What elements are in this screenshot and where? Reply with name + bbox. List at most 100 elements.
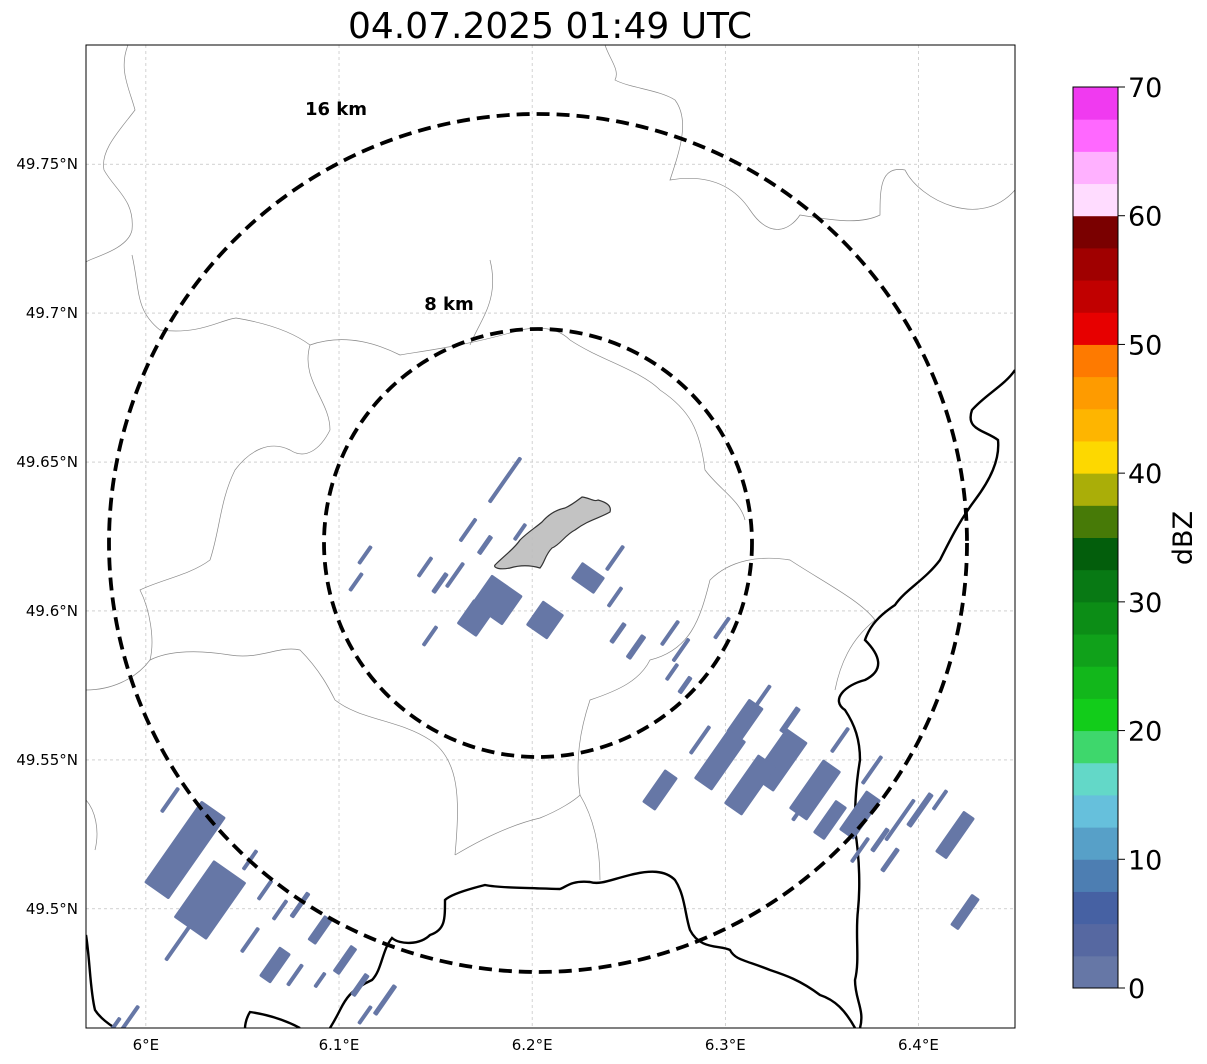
ring-label-8km: 8 km [424, 294, 474, 315]
echo-cell [626, 634, 646, 660]
colorbar-segment [1073, 666, 1118, 699]
echo-cell [257, 879, 273, 901]
echo-cell [950, 894, 980, 930]
map-area: 8 km 16 km 6°E 6.1°E 6.2°E 6.3°E 6.4°E 49.75… [16, 44, 1016, 1054]
colorbar-segment [1073, 537, 1118, 571]
echo-cell [791, 798, 809, 822]
colorbar-segment [1073, 569, 1118, 603]
colorbar-segment [1073, 601, 1118, 635]
echo-cell [164, 918, 196, 962]
colorbar-frame [1072, 86, 1119, 989]
boundary-line [569, 339, 746, 521]
echo-cell [488, 456, 522, 504]
boundary-line [577, 557, 876, 796]
range-ring-8km [322, 327, 754, 759]
lat-tick-label: 49.75°N [16, 155, 78, 173]
echo-cell [445, 562, 465, 588]
echo-cell [880, 847, 900, 873]
map-title: 04.07.2025 01:49 UTC [348, 6, 752, 47]
echo-cell [350, 973, 370, 997]
echo-cell [240, 927, 260, 953]
colorbar-segment [1073, 344, 1118, 378]
echo-cell [526, 600, 564, 640]
echo-cell [665, 663, 679, 681]
colorbar-segment [1073, 794, 1118, 828]
echo-cell [477, 535, 493, 555]
colorbar-segment [1073, 247, 1118, 281]
colorbar-segments [1073, 87, 1118, 989]
echo-cell [850, 837, 870, 863]
colorbar-segment [1073, 280, 1118, 313]
echo-cell [313, 972, 327, 988]
echo-cell [333, 945, 357, 975]
lon-tick-label: 6.1°E [319, 1036, 360, 1054]
echo-cell [357, 545, 373, 565]
echo-cell [870, 827, 890, 853]
echo-cell [813, 800, 847, 840]
echo-cell [839, 790, 881, 840]
colorbar-segment [1073, 505, 1118, 538]
echo-cell [748, 684, 772, 716]
lat-tick-label: 49.7°N [26, 304, 78, 322]
border-line-west [86, 934, 116, 1028]
echo-cell [642, 769, 678, 811]
echo-cell [713, 616, 731, 640]
lat-tick-label: 49.5°N [26, 900, 78, 918]
echo-cell [272, 899, 288, 921]
colorbar-segment [1073, 119, 1118, 152]
echo-cell [348, 572, 364, 592]
echo-cell [609, 622, 627, 644]
lon-tick-label: 6.2°E [512, 1036, 553, 1054]
boundary-line [131, 254, 571, 356]
map-frame [85, 44, 1016, 1029]
colorbar-tick-label: 60 [1128, 202, 1162, 233]
echo-cell [906, 792, 934, 828]
border-line-south [328, 870, 857, 1028]
echo-cell [289, 891, 311, 919]
colorbar-segment [1073, 827, 1118, 860]
echo-cell [932, 789, 948, 811]
border-line-south-west [243, 1010, 301, 1028]
echo-cell [307, 915, 333, 945]
echo-cell [571, 562, 605, 594]
echo-cell [513, 523, 527, 541]
colorbar-segment [1073, 376, 1118, 410]
longitude-tick-labels: 6°E 6.1°E 6.2°E 6.3°E 6.4°E [133, 1036, 939, 1054]
echo-cell [671, 637, 691, 663]
colorbar-segment [1073, 473, 1118, 506]
colorbar-segment [1073, 87, 1118, 120]
colorbar-tick-label: 40 [1128, 459, 1162, 490]
echo-cell [660, 620, 680, 646]
colorbar-segment [1073, 408, 1118, 442]
ring-label-16km: 16 km [305, 99, 367, 120]
highlight-area [494, 496, 611, 570]
boundary-line [86, 344, 331, 691]
echo-cell [160, 787, 180, 813]
boundary-line [604, 45, 1015, 230]
graticule [86, 45, 1015, 1028]
echo-cell [431, 572, 449, 594]
colorbar-tick-labels: 0 10 20 30 40 50 60 70 [1118, 73, 1162, 1005]
echo-cell [144, 801, 226, 899]
colorbar-segment [1073, 730, 1118, 764]
echo-cell [286, 963, 304, 987]
lat-tick-label: 49.65°N [16, 453, 78, 471]
echo-cell [884, 798, 916, 842]
colorbar-segment [1073, 312, 1118, 345]
boundary-line [86, 799, 98, 851]
boundary-line [454, 794, 601, 881]
colorbar-tick-label: 0 [1128, 974, 1145, 1005]
echo-cell [689, 725, 711, 755]
lon-tick-label: 6.3°E [705, 1036, 746, 1054]
colorbar: 0 10 20 30 40 50 60 70 dBZ [1072, 73, 1199, 1005]
echo-cell [120, 1005, 140, 1028]
lat-tick-label: 49.6°N [26, 602, 78, 620]
echo-cell [861, 755, 883, 785]
colorbar-tick-label: 70 [1128, 73, 1162, 104]
echo-cell [373, 984, 397, 1016]
echo-cell [677, 675, 693, 695]
colorbar-segment [1073, 151, 1118, 185]
echo-cell [724, 754, 776, 816]
echo-cell [422, 625, 438, 647]
